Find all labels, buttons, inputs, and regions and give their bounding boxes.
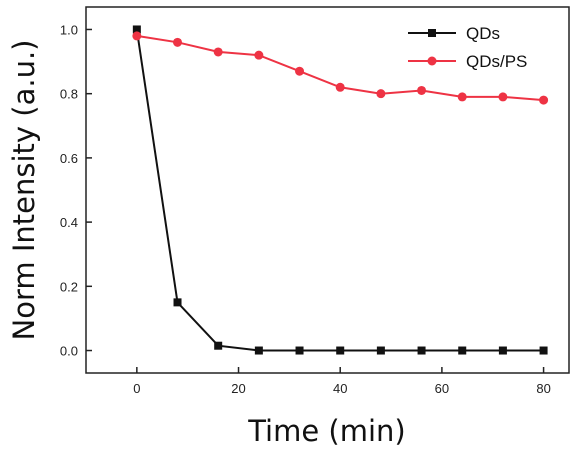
data-point-qds-ps xyxy=(376,89,386,99)
y-tick-label: 0.0 xyxy=(60,344,78,359)
legend: QDs QDs/PS xyxy=(408,24,527,71)
data-point-qds xyxy=(132,25,141,34)
x-axis-title: Time (min) xyxy=(247,414,406,448)
data-point-qds xyxy=(539,346,548,355)
x-axis: 0 20 40 60 80 xyxy=(133,367,551,396)
y-tick-label: 0.6 xyxy=(60,151,78,166)
series-layer xyxy=(132,25,549,355)
data-point-qds xyxy=(458,346,467,355)
data-point-qds-ps xyxy=(335,82,345,92)
legend-label-qds-ps: QDs/PS xyxy=(466,52,527,71)
y-tick-label: 0.2 xyxy=(60,279,78,294)
data-point-qds xyxy=(254,346,263,355)
data-point-qds xyxy=(214,341,223,350)
data-point-qds-ps xyxy=(213,47,223,57)
x-tick-label: 40 xyxy=(333,381,347,396)
legend-marker-qds xyxy=(428,29,436,37)
data-point-qds xyxy=(173,298,182,307)
y-tick-label: 0.4 xyxy=(60,215,78,230)
x-tick-label: 20 xyxy=(231,381,245,396)
plot-frame xyxy=(85,6,570,374)
data-point-qds-ps xyxy=(539,95,549,105)
data-point-qds-ps xyxy=(173,37,183,47)
y-axis: 0.0 0.2 0.4 0.6 0.8 1.0 xyxy=(60,22,92,359)
data-point-qds-ps xyxy=(132,31,142,41)
data-point-qds-ps xyxy=(457,92,467,102)
y-tick-label: 0.8 xyxy=(60,87,78,102)
legend-label-qds: QDs xyxy=(466,24,500,43)
data-point-qds xyxy=(295,346,304,355)
data-point-qds-ps xyxy=(498,92,508,102)
series-line-qds xyxy=(135,29,544,352)
x-tick-label: 0 xyxy=(133,381,140,396)
x-tick-label: 80 xyxy=(536,381,550,396)
data-point-qds-ps xyxy=(254,50,264,60)
data-point-qds-ps xyxy=(295,66,305,76)
data-point-qds xyxy=(417,346,426,355)
y-tick-label: 1.0 xyxy=(60,22,78,37)
data-point-qds xyxy=(336,346,345,355)
y-axis-title: Norm Intensity (a.u.) xyxy=(7,40,41,341)
data-point-qds-ps xyxy=(417,85,427,95)
legend-marker-qds-ps xyxy=(427,56,437,66)
data-point-qds xyxy=(376,346,385,355)
x-tick-label: 60 xyxy=(435,381,449,396)
data-point-qds xyxy=(498,346,507,355)
